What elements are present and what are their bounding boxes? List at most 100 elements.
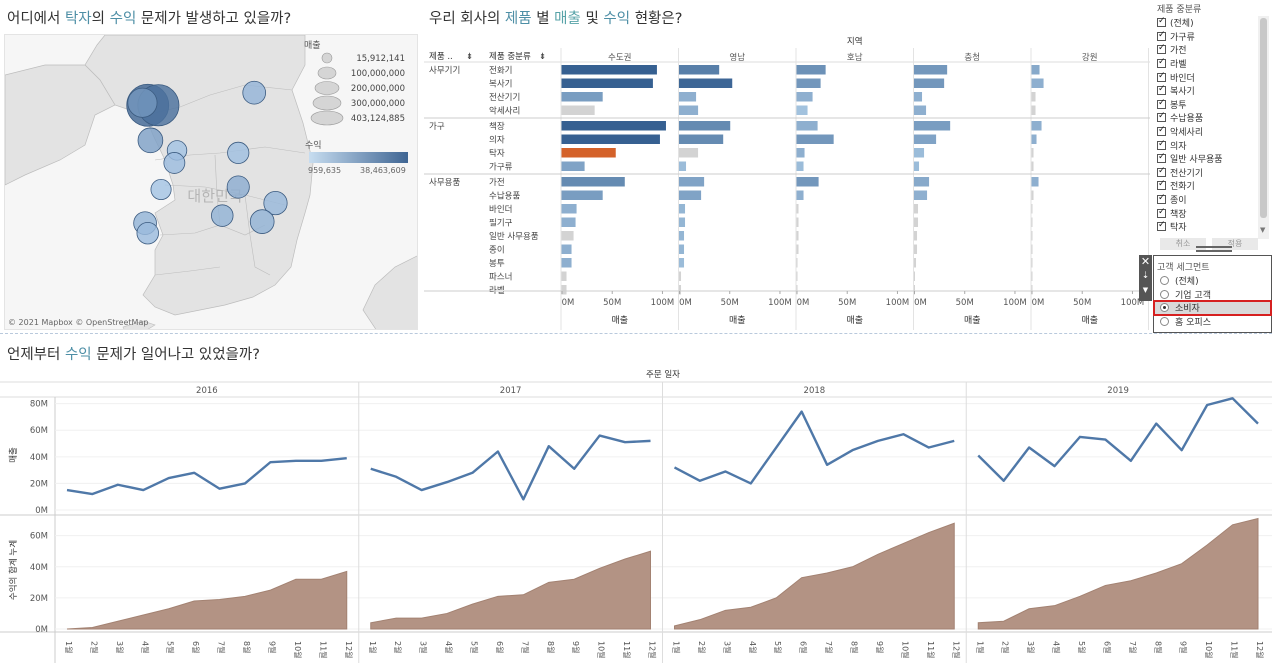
checkbox-icon[interactable] [1157,43,1166,55]
map-panel[interactable]: 대한민국 © 2021 Mapbox © OpenStreetMap 매출 15… [4,34,418,330]
category-option[interactable]: 수납용품 [1157,111,1257,125]
drag-handle[interactable] [1196,246,1232,252]
bar[interactable] [796,285,798,295]
bar[interactable] [796,121,818,131]
map-canvas[interactable]: 대한민국 [5,35,418,330]
checkbox-icon[interactable] [1157,179,1166,191]
bar[interactable] [1031,177,1039,187]
bar[interactable] [914,134,937,145]
bar[interactable] [679,204,686,214]
bar[interactable] [796,271,798,282]
checkbox-icon[interactable] [1157,30,1166,41]
sort-icon[interactable]: ⇟ [539,52,546,62]
bar[interactable] [561,258,572,268]
bar[interactable] [1031,271,1033,282]
sales-line[interactable] [977,397,1259,482]
bar[interactable] [796,231,799,241]
bar[interactable] [796,258,798,268]
bar[interactable] [679,271,682,282]
bar[interactable] [679,285,682,295]
checkbox-icon[interactable] [1157,193,1166,205]
bar[interactable] [914,190,928,201]
bar[interactable] [1031,161,1034,172]
bar[interactable] [561,134,660,145]
bar[interactable] [914,65,948,75]
bar[interactable] [679,231,685,241]
bar[interactable] [561,285,567,295]
bar[interactable] [796,204,799,214]
map-point[interactable] [150,179,172,201]
segment-option-all[interactable]: (전체) [1154,274,1271,288]
bar[interactable] [679,134,724,145]
bar[interactable] [1031,105,1036,116]
bar[interactable] [1031,92,1036,102]
cumulative-profit-area[interactable] [674,522,955,630]
category-option[interactable]: 가전 [1157,43,1257,57]
category-option[interactable]: 전화기 [1157,179,1257,193]
bar[interactable] [561,161,585,172]
radio-icon[interactable] [1160,289,1169,299]
map-point[interactable] [263,190,288,216]
checkbox-icon[interactable] [1157,166,1166,177]
category-option[interactable]: 악세사리 [1157,125,1257,139]
bar[interactable] [796,105,808,116]
map-point[interactable] [127,87,158,118]
segment-option-home-office[interactable]: 홈 오피스 [1154,315,1271,329]
checkbox-icon[interactable] [1157,125,1166,137]
segment-option-corporate[interactable]: 기업 고객 [1154,288,1271,302]
segment-filter[interactable]: 고객 세그먼트 (전체) 기업 고객 소비자 홈 오피스 [1153,255,1272,333]
checkbox-icon[interactable] [1157,152,1166,164]
bar[interactable] [679,177,705,187]
map-point[interactable] [137,127,164,154]
map-point[interactable] [242,80,267,105]
checkbox-icon[interactable] [1157,139,1166,150]
bar[interactable] [679,244,685,255]
bar[interactable] [796,148,805,158]
bar[interactable] [561,271,567,282]
map-point[interactable] [163,152,186,174]
bar[interactable] [1031,217,1033,228]
map-point[interactable] [226,175,250,199]
bar[interactable] [679,65,720,75]
bar[interactable] [561,177,625,187]
bar[interactable] [1031,190,1034,201]
bar[interactable] [679,190,702,201]
bar[interactable] [796,190,804,201]
map-point[interactable] [227,141,250,164]
sales-line[interactable] [673,410,955,485]
bar[interactable] [561,121,666,131]
bar[interactable] [561,78,653,89]
bar[interactable] [561,190,603,201]
bar[interactable] [914,285,916,295]
category-option[interactable]: 책장 [1157,206,1257,220]
bar[interactable] [796,244,799,255]
sales-line[interactable] [370,434,651,501]
bar[interactable] [796,161,804,172]
segment-option-consumer[interactable]: 소비자 [1153,300,1272,316]
bar[interactable] [561,204,577,214]
bar[interactable] [914,148,925,158]
bar[interactable] [914,161,920,172]
category-option[interactable]: 의자 [1157,138,1257,152]
category-option[interactable]: (전체) [1157,16,1257,30]
bar[interactable] [1031,134,1037,145]
scroll-down-icon[interactable]: ▼ [1260,226,1266,234]
bar[interactable] [796,78,821,89]
category-option[interactable]: 가구류 [1157,30,1257,44]
pin-icon[interactable]: ⇣ [1141,271,1150,281]
bar[interactable] [679,105,699,116]
category-cancel-button[interactable]: 취소 [1160,238,1206,250]
filter-toolbar[interactable]: ✕ ⇣ ▼ [1139,255,1152,301]
category-option[interactable]: 라벨 [1157,57,1257,71]
cumulative-profit-area[interactable] [66,570,348,630]
bar[interactable] [914,204,919,214]
cumulative-profit-area[interactable] [977,517,1259,630]
bar[interactable] [1031,78,1044,89]
bar[interactable] [914,177,930,187]
checkbox-icon[interactable] [1157,57,1166,69]
bar[interactable] [914,231,918,241]
bar[interactable] [1031,65,1040,75]
bar[interactable] [914,258,917,268]
bar[interactable] [561,148,616,158]
